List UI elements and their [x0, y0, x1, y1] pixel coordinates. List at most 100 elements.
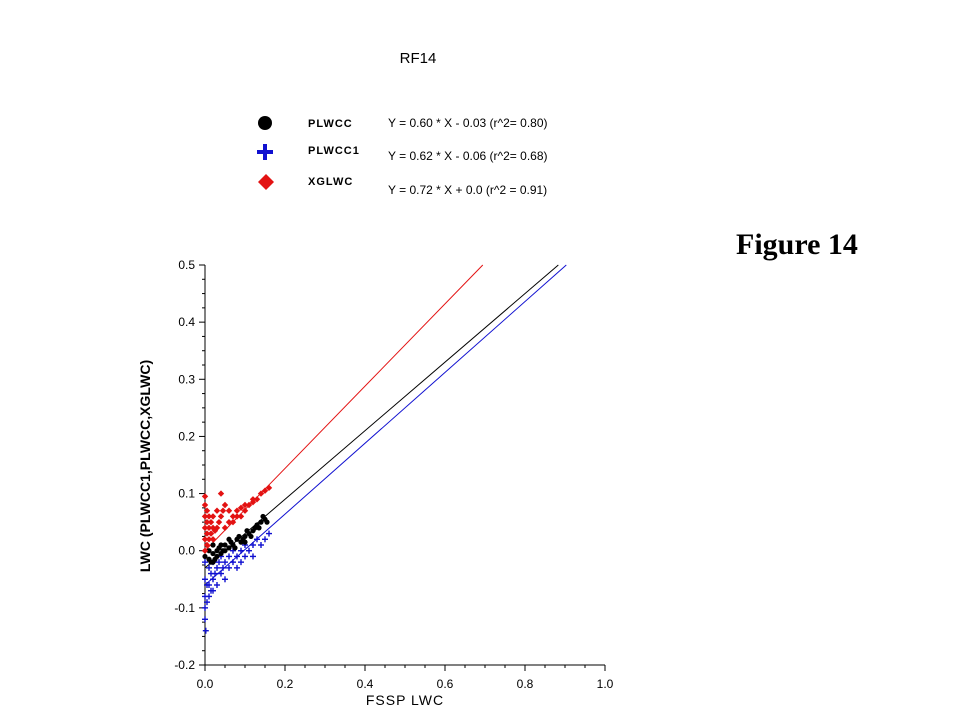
y-tick-label: 0.0 [178, 544, 195, 558]
data-point-xglwc [257, 490, 265, 497]
data-point-xglwc [203, 541, 211, 549]
data-point-plwcc [232, 545, 238, 551]
data-point-plwcc [202, 553, 208, 560]
data-point-plwcc [244, 528, 250, 534]
data-point-xglwc [253, 496, 261, 503]
data-point-xglwc [201, 547, 209, 554]
legend-fit-plwcc: Y = 0.60 * X - 0.03 (r^2= 0.80) [388, 116, 548, 130]
data-point-xglwc [201, 536, 209, 543]
data-point-xglwc [203, 507, 211, 514]
data-point-plwcc [226, 536, 232, 542]
y-tick-label: 0.2 [178, 429, 195, 443]
y-tick-label: 0.5 [178, 258, 195, 272]
legend: PLWCC PLWCC1 XGLWC Y = 0.60 * X - 0.03 (… [257, 116, 548, 197]
data-point-plwcc1 [202, 616, 208, 623]
legend-marker-plwcc1 [257, 144, 273, 160]
data-point-xglwc [201, 493, 209, 500]
data-point-plwcc [208, 559, 214, 565]
data-point-xglwc [233, 507, 241, 514]
data-point-plwcc [220, 548, 226, 554]
legend-label-plwcc1: PLWCC1 [308, 145, 360, 157]
data-point-xglwc [209, 513, 217, 520]
data-point-plwcc1 [206, 564, 212, 571]
data-point-plwcc1 [238, 547, 244, 554]
data-point-plwcc1 [258, 542, 264, 548]
data-point-xglwc [229, 518, 237, 526]
figure-label: Figure 14 [736, 228, 858, 261]
data-point-xglwc [225, 507, 233, 514]
data-point-xglwc [237, 513, 245, 520]
data-point-plwcc [252, 525, 258, 531]
data-point-plwcc1 [250, 553, 256, 560]
data-point-xglwc [217, 490, 225, 497]
data-point-plwcc [236, 533, 242, 540]
data-point-xglwc [219, 507, 227, 514]
x-tick-label: 0.8 [517, 677, 534, 691]
data-point-plwcc1 [262, 536, 268, 543]
data-point-plwcc1 [214, 582, 220, 588]
data-point-plwcc [210, 550, 216, 557]
data-point-xglwc [249, 496, 257, 503]
data-point-xglwc [221, 501, 229, 509]
data-point-plwcc1 [206, 593, 212, 600]
data-point-xglwc [217, 513, 225, 520]
data-point-plwcc1 [202, 576, 208, 583]
data-points [201, 484, 273, 634]
data-point-xglwc [213, 524, 221, 532]
y-tick-label: 0.1 [178, 487, 195, 501]
data-point-xglwc [205, 536, 213, 543]
data-point-xglwc [203, 530, 211, 537]
data-point-xglwc [209, 536, 217, 543]
data-point-plwcc1 [210, 576, 216, 583]
data-point-xglwc [229, 513, 237, 520]
data-point-xglwc [211, 527, 219, 534]
legend-label-xglwc: XGLWC [308, 176, 353, 188]
legend-fit-plwcc1: Y = 0.62 * X - 0.06 (r^2= 0.68) [388, 149, 548, 163]
data-point-plwcc1 [220, 564, 226, 571]
data-point-plwcc [206, 548, 212, 554]
data-point-plwcc [242, 539, 248, 545]
data-point-xglwc [215, 518, 223, 526]
data-point-xglwc [205, 524, 213, 532]
x-tick-label: 1.0 [597, 677, 614, 691]
y-tick-label: -0.2 [174, 658, 195, 672]
data-point-plwcc1 [204, 599, 210, 606]
data-point-plwcc1 [246, 547, 252, 554]
data-point-xglwc [233, 513, 241, 520]
data-point-xglwc [261, 487, 269, 494]
data-point-plwcc1 [202, 627, 209, 634]
data-point-plwcc1 [238, 559, 244, 566]
data-point-plwcc [226, 545, 232, 551]
axes: 0.0 0.2 0.4 0.6 0.8 1.0 -0.2 -0.1 0.0 0.1 0.2 0.3 0.… [174, 258, 613, 691]
x-tick-label: 0.0 [197, 677, 214, 691]
y-tick-label: 0.3 [178, 372, 195, 386]
data-point-xglwc [225, 518, 233, 526]
data-point-plwcc1 [212, 570, 218, 577]
data-point-xglwc [209, 524, 217, 532]
legend-label-plwcc: PLWCC [308, 118, 353, 130]
data-point-plwcc [210, 542, 216, 548]
data-point-xglwc [207, 518, 215, 526]
data-point-xglwc [201, 501, 209, 509]
data-point-plwcc1 [222, 559, 228, 566]
data-point-plwcc1 [206, 582, 212, 588]
y-axis-label: LWC (PLWCC1,PLWCC,XGLWC) [137, 360, 153, 572]
fit-line-xglwc [204, 264, 484, 552]
data-point-plwcc1 [226, 564, 232, 571]
x-tick-label: 0.2 [277, 677, 294, 691]
data-point-xglwc [221, 524, 229, 532]
data-point-xglwc [201, 513, 209, 520]
data-point-xglwc [245, 501, 253, 509]
data-point-xglwc [265, 484, 273, 492]
data-point-plwcc [248, 533, 254, 540]
x-tick-label: 0.6 [437, 677, 454, 691]
data-point-xglwc [241, 507, 249, 514]
data-point-plwcc1 [202, 604, 208, 611]
data-point-plwcc1 [266, 530, 272, 537]
fit-line-plwcc1 [204, 264, 567, 586]
data-point-xglwc [237, 504, 245, 512]
data-point-plwcc [212, 556, 218, 562]
data-point-plwcc [260, 513, 266, 520]
data-point-plwcc [256, 525, 262, 531]
